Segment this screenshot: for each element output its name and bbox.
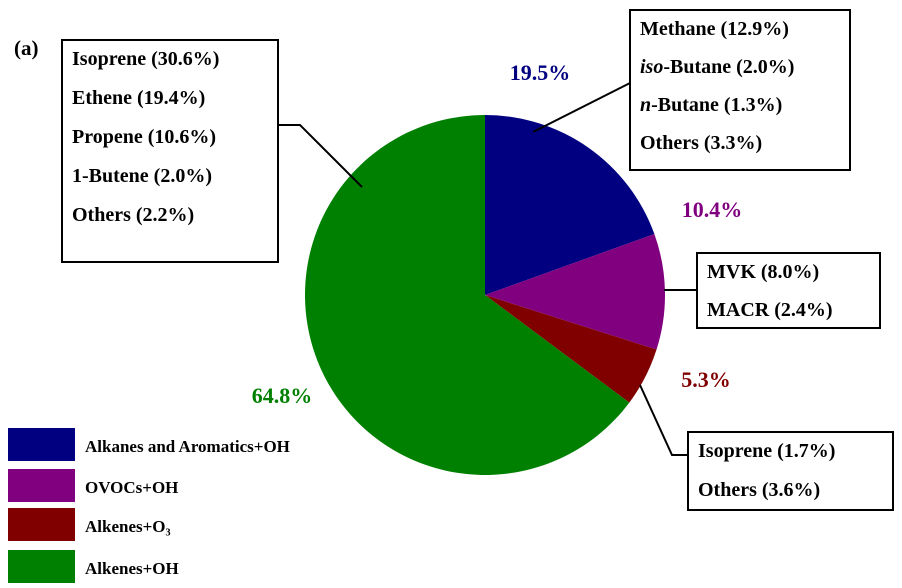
- annotation-text-part: n: [640, 94, 651, 116]
- legend-label: Alkanes and Aromatics+OH: [85, 437, 290, 456]
- annotation-box: [696, 252, 881, 329]
- slice-value-label: 5.3%: [681, 367, 731, 392]
- annotation-text-part: MACR (2.4%): [707, 299, 833, 321]
- panel-label: (a): [14, 36, 39, 60]
- annotation-text-part: Ethene (19.4%): [72, 87, 205, 109]
- annotation-text-part: Methane (12.9%): [640, 18, 789, 40]
- annotation-text: Others (3.3%): [640, 132, 762, 154]
- annotation-text: Ethene (19.4%): [72, 87, 205, 109]
- annotation-text-part: Isoprene (1.7%): [698, 440, 835, 462]
- legend-label: Alkenes+OH: [85, 559, 179, 578]
- annotation-text-part: Others (2.2%): [72, 204, 194, 226]
- slice-value-label: 64.8%: [252, 383, 313, 408]
- annotation-text: Others (3.6%): [698, 479, 820, 501]
- pie-slice: [485, 115, 655, 295]
- legend-swatch: [8, 550, 75, 583]
- legend-label: Alkenes+O₃: [85, 517, 171, 536]
- slice-value-label: 19.5%: [510, 60, 571, 85]
- annotation-text-part: 1-Butene (2.0%): [72, 165, 212, 187]
- annotation-text: n-Butane (1.3%): [640, 94, 782, 116]
- legend-swatch: [8, 508, 75, 541]
- annotation-text: Isoprene (1.7%): [698, 440, 835, 462]
- pie-slice: [485, 295, 657, 403]
- slice-value-label: 10.4%: [682, 197, 743, 222]
- annotation-text-part: -Butane (2.0%): [663, 56, 794, 78]
- annotation-text-part: -Butane (1.3%): [651, 94, 782, 116]
- pie-slice: [485, 234, 665, 350]
- annotation-connector: [639, 384, 688, 456]
- annotation-text-part: Others (3.6%): [698, 479, 820, 501]
- annotation-text: MVK (8.0%): [707, 261, 819, 283]
- annotation-text: Methane (12.9%): [640, 18, 789, 40]
- annotation-text: Isoprene (30.6%): [72, 48, 219, 70]
- annotation-connector: [532, 81, 633, 133]
- pie-slice: [305, 115, 630, 475]
- annotation-text-part: Isoprene (30.6%): [72, 48, 219, 70]
- annotation-box: [61, 39, 279, 263]
- legend-swatch: [8, 469, 75, 502]
- annotation-text: 1-Butene (2.0%): [72, 165, 212, 187]
- annotation-box: [629, 9, 851, 171]
- annotation-connector: [278, 124, 363, 188]
- annotation-text-part: iso: [640, 56, 663, 78]
- annotation-text: iso-Butane (2.0%): [640, 56, 794, 78]
- legend-swatch: [8, 428, 75, 461]
- annotation-text-part: Others (3.3%): [640, 132, 762, 154]
- annotation-text: Propene (10.6%): [72, 126, 216, 148]
- legend-label: OVOCs+OH: [85, 478, 178, 497]
- annotation-text: MACR (2.4%): [707, 299, 833, 321]
- annotation-text: Others (2.2%): [72, 204, 194, 226]
- annotation-text-part: Propene (10.6%): [72, 126, 216, 148]
- annotation-text-part: MVK (8.0%): [707, 261, 819, 283]
- annotation-box: [687, 431, 894, 511]
